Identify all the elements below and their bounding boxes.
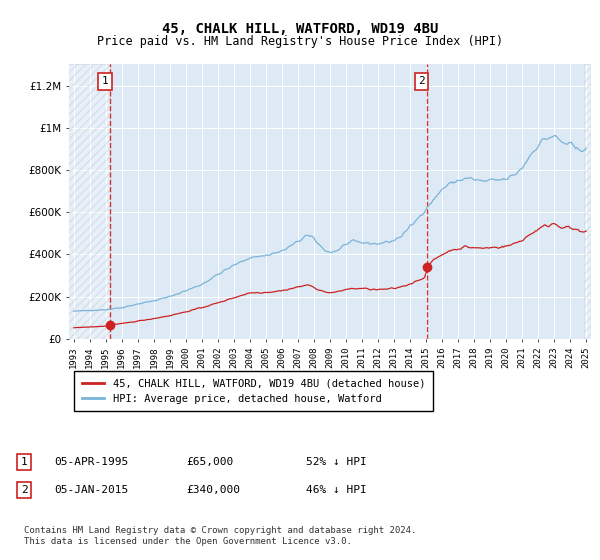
Text: 2: 2 bbox=[418, 76, 425, 86]
Text: £340,000: £340,000 bbox=[186, 485, 240, 495]
Text: £65,000: £65,000 bbox=[186, 457, 233, 467]
Text: 1: 1 bbox=[101, 76, 109, 86]
Text: 52% ↓ HPI: 52% ↓ HPI bbox=[306, 457, 367, 467]
Text: Price paid vs. HM Land Registry's House Price Index (HPI): Price paid vs. HM Land Registry's House … bbox=[97, 35, 503, 48]
Text: 46% ↓ HPI: 46% ↓ HPI bbox=[306, 485, 367, 495]
Text: 2: 2 bbox=[20, 485, 28, 495]
Legend: 45, CHALK HILL, WATFORD, WD19 4BU (detached house), HPI: Average price, detached: 45, CHALK HILL, WATFORD, WD19 4BU (detac… bbox=[74, 371, 433, 411]
Text: 45, CHALK HILL, WATFORD, WD19 4BU: 45, CHALK HILL, WATFORD, WD19 4BU bbox=[162, 22, 438, 36]
Text: Contains HM Land Registry data © Crown copyright and database right 2024.
This d: Contains HM Land Registry data © Crown c… bbox=[24, 526, 416, 546]
Text: 05-JAN-2015: 05-JAN-2015 bbox=[54, 485, 128, 495]
Text: 05-APR-1995: 05-APR-1995 bbox=[54, 457, 128, 467]
Text: 1: 1 bbox=[20, 457, 28, 467]
